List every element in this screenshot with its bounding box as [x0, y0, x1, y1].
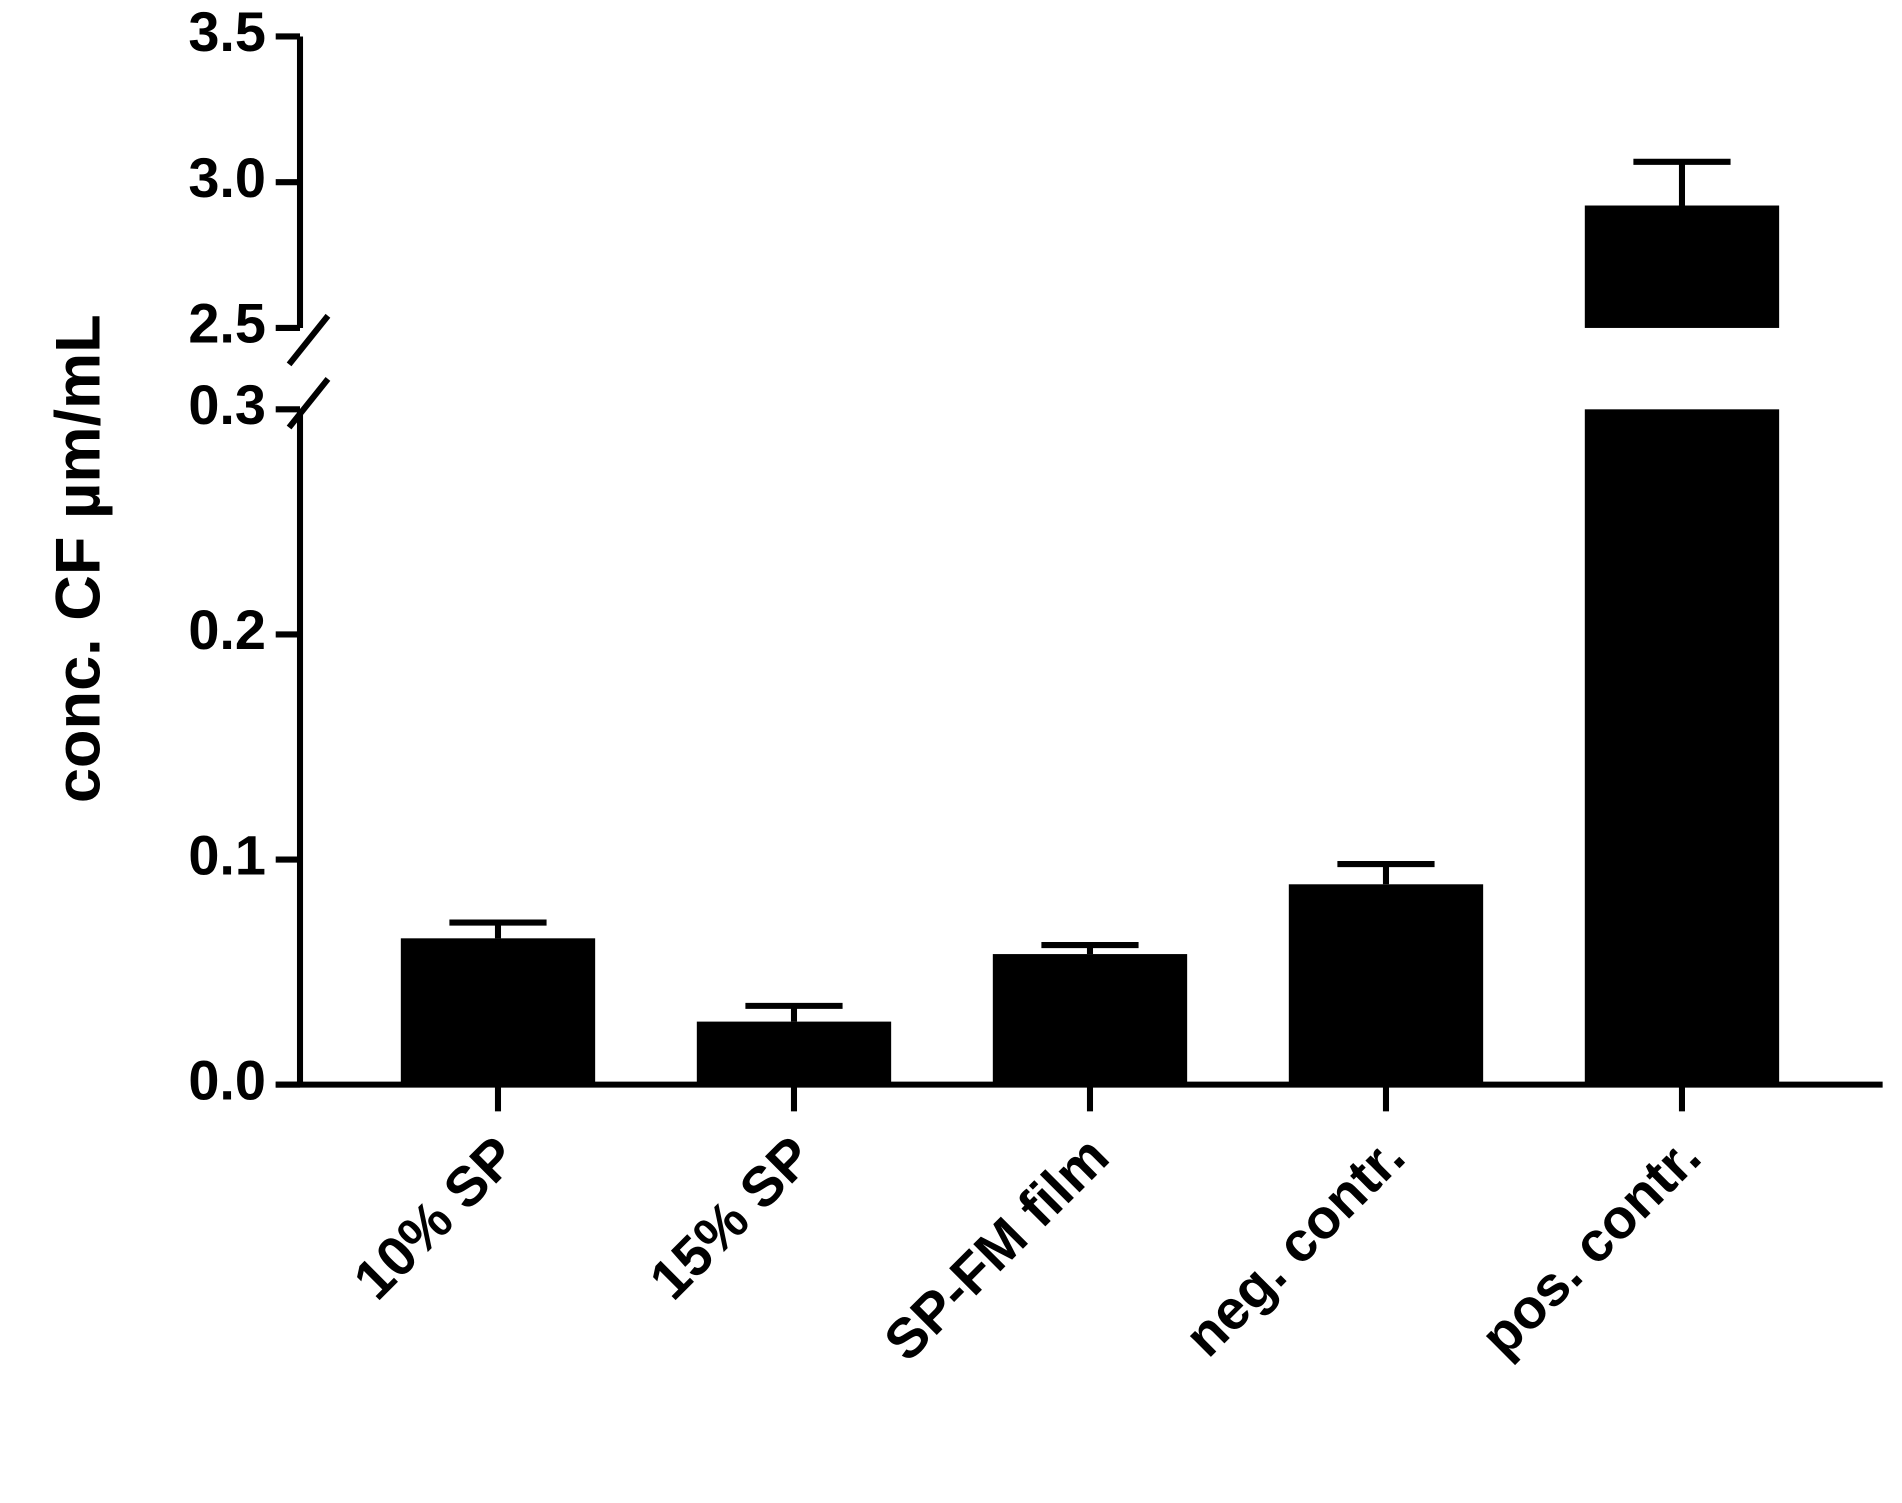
error-bar — [1633, 158, 1731, 206]
y-axis-title: conc. CF µm/mL — [44, 314, 114, 803]
y-tick-label: 0.2 — [188, 598, 266, 661]
bar — [1584, 205, 1780, 328]
y-tick-label: 0.3 — [188, 373, 266, 436]
bar — [992, 954, 1188, 1085]
x-tick-label: SP-FM film — [872, 1124, 1121, 1373]
error-bar — [1041, 942, 1139, 955]
x-tick-label: pos. contr. — [1468, 1124, 1712, 1368]
axis-break — [286, 377, 331, 430]
y-tick-label: 3.5 — [188, 0, 266, 63]
y-tick-label: 0.1 — [188, 823, 266, 886]
x-tick-label: neg. contr. — [1172, 1124, 1416, 1368]
plot: conc. CF µm/mL 0.0 0.1 0.2 0.3 2.5 3.0 3.5 10% … — [44, 0, 1883, 1373]
y-tick-label: 3.0 — [188, 146, 266, 209]
bar — [696, 1021, 892, 1085]
y-tick-label: 2.5 — [188, 292, 266, 355]
x-tick-label: 10% SP — [341, 1124, 528, 1311]
error-bar — [745, 1002, 843, 1022]
bar — [1584, 409, 1780, 1085]
error-bar — [1337, 860, 1435, 885]
x-tick-label: 15% SP — [637, 1124, 824, 1311]
error-bar — [449, 919, 547, 939]
y-tick-label: 0.0 — [188, 1048, 266, 1111]
axis-break — [286, 313, 331, 367]
bar — [1288, 884, 1484, 1085]
bar — [400, 938, 596, 1085]
